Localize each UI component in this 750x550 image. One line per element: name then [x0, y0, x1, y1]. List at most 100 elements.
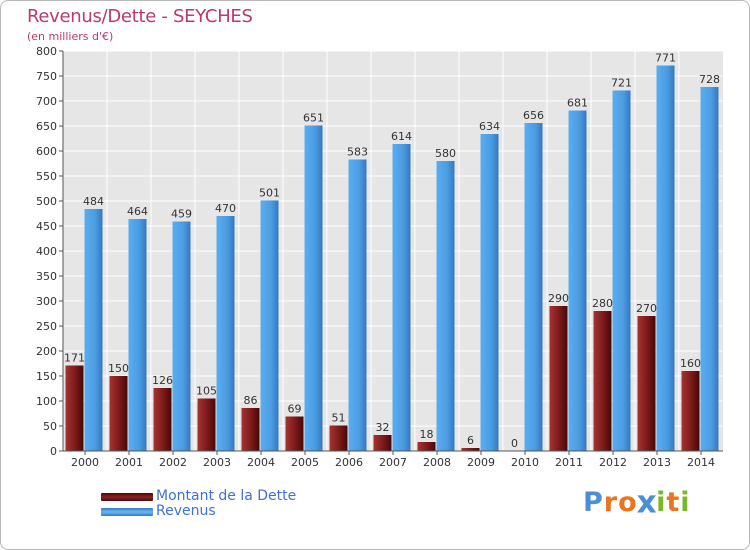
x-tick-label-2003: 2003: [203, 456, 231, 469]
y-tick-label: 350: [36, 270, 57, 283]
bar-dette-2013: [637, 316, 656, 451]
data-label-revenus-2012: 721: [611, 77, 632, 90]
bar-dette-2005: [285, 416, 304, 451]
bar-dette-2009: [461, 448, 480, 451]
bar-dette-2008: [417, 442, 436, 451]
x-tick-label-2009: 2009: [467, 456, 495, 469]
legend-swatch-dette: [101, 493, 153, 501]
bar-revenus-2006: [348, 159, 367, 451]
bar-dette-2003: [197, 398, 216, 451]
y-tick-label: 400: [36, 245, 57, 258]
bar-dette-2007: [373, 435, 392, 451]
x-tick-label-2010: 2010: [511, 456, 539, 469]
data-label-dette-2012: 280: [592, 297, 613, 310]
x-tick-label-2005: 2005: [291, 456, 319, 469]
bar-revenus-2008: [436, 161, 455, 451]
data-label-dette-2003: 105: [196, 385, 217, 398]
data-label-dette-2010: 0: [511, 437, 518, 450]
data-label-revenus-2003: 470: [215, 202, 236, 215]
data-label-revenus-2000: 484: [83, 195, 104, 208]
data-label-dette-2011: 290: [548, 292, 569, 305]
legend-label-dette: Montant de la Dette: [156, 488, 297, 504]
legend-swatch-revenus: [101, 508, 153, 516]
y-tick-label: 200: [36, 345, 57, 358]
data-label-dette-2005: 69: [288, 403, 302, 416]
bar-dette-2012: [593, 311, 612, 451]
data-label-revenus-2002: 459: [171, 208, 192, 221]
data-label-dette-2009: 6: [467, 434, 474, 447]
x-tick-label-2002: 2002: [159, 456, 187, 469]
logo-letter: i: [656, 487, 667, 518]
y-tick-label: 750: [36, 70, 57, 83]
chart-title: Revenus/Dette - SEYCHES: [27, 6, 253, 27]
data-label-dette-2004: 86: [244, 394, 258, 407]
data-label-dette-2000: 171: [64, 352, 85, 365]
bar-dette-2014: [681, 371, 700, 451]
logo-letter: i: [680, 487, 691, 518]
data-label-dette-2001: 150: [108, 362, 129, 375]
bar-revenus-2002: [172, 221, 191, 451]
bar-dette-2004: [241, 408, 260, 451]
y-tick-label: 0: [50, 445, 57, 458]
data-label-dette-2002: 126: [152, 374, 173, 387]
data-label-revenus-2005: 651: [303, 112, 324, 125]
x-tick-label-2007: 2007: [379, 456, 407, 469]
data-label-revenus-2006: 583: [347, 146, 368, 159]
bar-revenus-2009: [480, 134, 499, 451]
y-tick-label: 450: [36, 220, 57, 233]
y-tick-label: 150: [36, 370, 57, 383]
logo-letter: r: [603, 487, 619, 518]
legend-label-revenus: Revenus: [156, 503, 216, 519]
logo-letter: o: [618, 487, 638, 518]
data-label-revenus-2014: 728: [699, 73, 720, 86]
bar-dette-2011: [549, 306, 568, 451]
y-tick-label: 700: [36, 95, 57, 108]
bar-revenus-2010: [524, 123, 543, 451]
bar-revenus-2003: [216, 216, 235, 451]
bar-dette-2006: [329, 425, 348, 451]
data-label-revenus-2007: 614: [391, 130, 412, 143]
x-tick-label-2012: 2012: [599, 456, 627, 469]
bar-revenus-2012: [612, 90, 631, 451]
data-label-revenus-2009: 634: [479, 120, 500, 133]
data-label-dette-2013: 270: [636, 302, 657, 315]
x-tick-label-2001: 2001: [115, 456, 143, 469]
data-label-dette-2007: 32: [376, 421, 390, 434]
data-label-revenus-2001: 464: [127, 205, 148, 218]
x-tick-label-2008: 2008: [423, 456, 451, 469]
data-label-revenus-2004: 501: [259, 187, 280, 200]
data-label-revenus-2013: 771: [655, 52, 676, 65]
y-tick-label: 100: [36, 395, 57, 408]
proxiti-logo: Proxiti: [583, 484, 691, 521]
y-tick-label: 600: [36, 145, 57, 158]
chart-subtitle: (en milliers d'€): [27, 30, 114, 43]
bar-revenus-2011: [568, 110, 587, 451]
x-tick-label-2011: 2011: [555, 456, 583, 469]
y-tick-label: 550: [36, 170, 57, 183]
y-tick-label: 500: [36, 195, 57, 208]
data-label-dette-2006: 51: [332, 412, 346, 425]
x-tick-label-2013: 2013: [643, 456, 671, 469]
data-label-revenus-2010: 656: [523, 109, 544, 122]
bar-revenus-2013: [656, 65, 675, 451]
bar-revenus-2014: [700, 87, 719, 451]
bar-revenus-2004: [260, 200, 279, 451]
bar-revenus-2001: [128, 219, 147, 451]
bar-dette-2000: [65, 365, 84, 451]
logo-letter: P: [583, 487, 604, 518]
bar-revenus-2005: [304, 125, 323, 451]
logo-letter: x: [636, 484, 658, 521]
data-label-dette-2008: 18: [420, 428, 434, 441]
bar-dette-2002: [153, 388, 172, 451]
x-tick-label-2000: 2000: [71, 456, 99, 469]
bar-dette-2001: [109, 376, 128, 451]
x-tick-label-2006: 2006: [335, 456, 363, 469]
data-label-revenus-2011: 681: [567, 97, 588, 110]
bar-revenus-2000: [84, 209, 103, 451]
x-tick-label-2014: 2014: [687, 456, 715, 469]
x-tick-label-2004: 2004: [247, 456, 275, 469]
y-tick-label: 250: [36, 320, 57, 333]
bar-revenus-2007: [392, 144, 411, 451]
